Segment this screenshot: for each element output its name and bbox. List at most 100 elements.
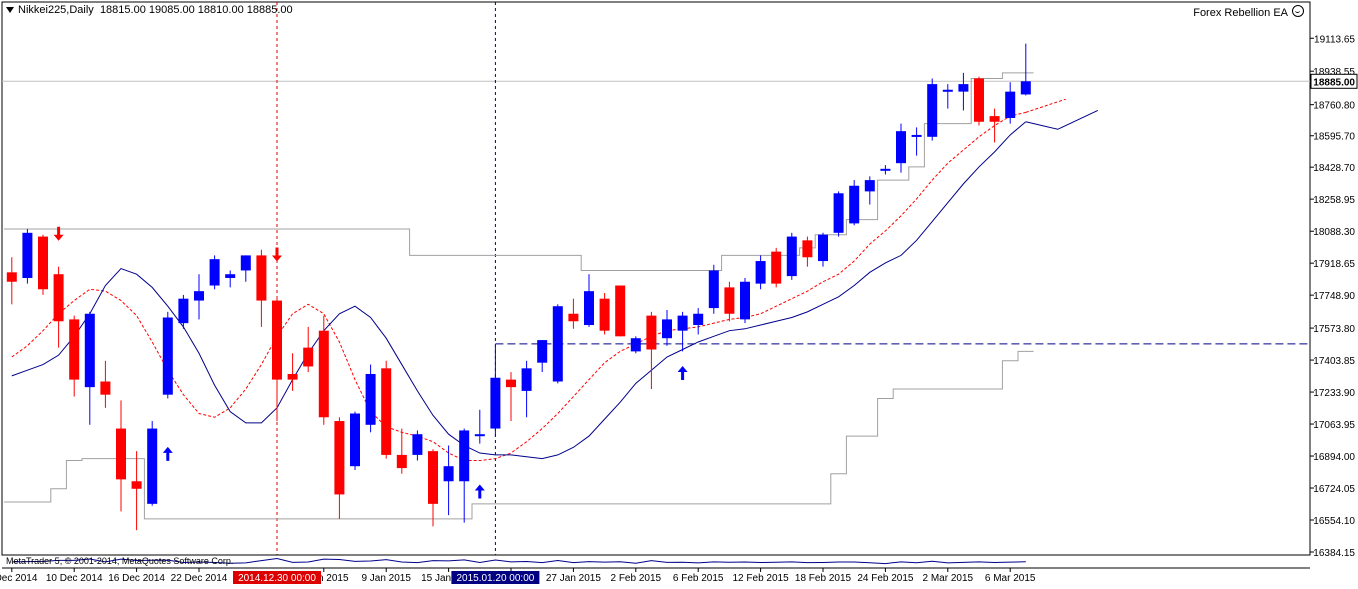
- arrow-down-icon: [272, 247, 282, 262]
- candle-body: [131, 481, 142, 489]
- candle: [350, 411, 360, 470]
- candle: [69, 315, 80, 397]
- y-tick-label: 18258.95: [1313, 195, 1355, 206]
- candle: [116, 400, 126, 512]
- candle: [506, 372, 516, 422]
- candle: [225, 270, 236, 288]
- candle: [974, 76, 984, 126]
- candle-body: [162, 317, 173, 395]
- candle-body: [53, 274, 64, 322]
- candle-body: [771, 251, 782, 284]
- candle-body: [350, 413, 360, 467]
- candle: [178, 294, 189, 329]
- candle: [646, 311, 657, 390]
- candle: [162, 311, 173, 399]
- candle: [53, 266, 64, 348]
- y-tick-label: 16384.15: [1313, 548, 1355, 559]
- signal-arrows: [53, 226, 688, 499]
- candle-body: [38, 236, 48, 290]
- current-price-label: 18885.00: [1313, 77, 1355, 88]
- moving-averages: [11, 98, 1099, 462]
- candle: [474, 409, 485, 444]
- candle-body: [786, 236, 797, 277]
- candle-body: [381, 368, 392, 455]
- candlesticks: [6, 43, 1031, 531]
- candle-body: [958, 84, 969, 92]
- current-price-tag: [1310, 73, 1358, 89]
- candle: [443, 445, 454, 516]
- dropdown-triangle-icon[interactable]: [6, 7, 14, 14]
- copyright-text: MetaTrader 5, © 2001-2014, MetaQuotes So…: [6, 556, 233, 566]
- arrow-up-icon: [474, 484, 485, 499]
- candle-body: [662, 319, 672, 339]
- candle-body: [599, 298, 610, 331]
- candle: [911, 127, 922, 156]
- candle-body: [708, 270, 719, 309]
- y-tick-label: 16554.10: [1313, 516, 1355, 527]
- candle: [662, 309, 672, 346]
- candle-body: [864, 180, 875, 192]
- channel-upper-line: [4, 72, 1034, 271]
- vertical-lines: [276, 2, 496, 555]
- y-tick-label: 17063.95: [1313, 420, 1355, 431]
- candle: [6, 257, 17, 305]
- candle: [896, 123, 906, 173]
- candle-body: [396, 454, 407, 469]
- price-axis: 19113.65 18938.55 18760.80 18595.70 18428.70…: [1310, 34, 1358, 559]
- candle-body: [537, 340, 548, 363]
- candle-body: [116, 428, 126, 480]
- candle-body: [724, 287, 735, 314]
- candle: [318, 315, 329, 425]
- candle-body: [365, 373, 376, 425]
- candle: [84, 311, 95, 425]
- candle-body: [740, 281, 750, 320]
- candle: [599, 293, 610, 335]
- channel-lower-line: [4, 350, 1034, 520]
- candle: [381, 360, 392, 459]
- candle: [521, 360, 532, 418]
- candle: [942, 84, 953, 109]
- x-tick-label: 2 Mar 2015: [923, 573, 974, 584]
- candle: [615, 285, 626, 337]
- candle-body: [194, 291, 204, 301]
- x-tick-label: 27 Jan 2015: [546, 573, 601, 584]
- candle: [22, 229, 33, 284]
- candle: [1020, 43, 1031, 96]
- expert-advisor-label[interactable]: Forex Rebellion EA: [1193, 5, 1304, 19]
- x-tick-label: 5 Jan 2015: [299, 573, 349, 584]
- candle-body: [240, 255, 251, 271]
- candle: [849, 180, 860, 226]
- candle-body: [178, 298, 189, 324]
- y-tick-label: 18760.80: [1313, 101, 1355, 112]
- candle: [303, 326, 314, 373]
- candle-body: [1020, 81, 1031, 95]
- x-tick-label: 16 Dec 2014: [108, 573, 165, 584]
- subwindow-indicator-line: [11, 557, 1026, 565]
- ea-name: Forex Rebellion EA: [1193, 7, 1288, 19]
- time-axis: 4 Dec 2014 10 Dec 2014 16 Dec 2014 22 Dec 2…: [0, 568, 1036, 584]
- candle-body: [677, 315, 688, 331]
- candle-body: [428, 451, 438, 504]
- x-tick-label: 6 Feb 2015: [673, 573, 724, 584]
- candle-body: [880, 168, 891, 171]
- candle: [584, 274, 594, 327]
- candle: [334, 417, 345, 519]
- y-tick-label: 18088.30: [1313, 227, 1355, 238]
- arrow-up-icon: [677, 365, 688, 380]
- symbol-title: Nikkei225,Daily 18815.00 19085.00 18810.…: [6, 4, 293, 16]
- candle-body: [147, 428, 158, 504]
- candle-body: [412, 434, 423, 455]
- candle-body: [69, 319, 80, 380]
- candle-body: [334, 421, 345, 495]
- candle-body: [849, 185, 860, 224]
- candle: [833, 191, 844, 237]
- candle-body: [287, 373, 298, 380]
- candle: [880, 165, 891, 175]
- symbol-label: Nikkei225,Daily: [18, 4, 94, 16]
- candle: [630, 336, 641, 354]
- candle-body: [256, 255, 267, 301]
- candle-body: [584, 291, 594, 326]
- fast-ma-projection: [1025, 98, 1066, 113]
